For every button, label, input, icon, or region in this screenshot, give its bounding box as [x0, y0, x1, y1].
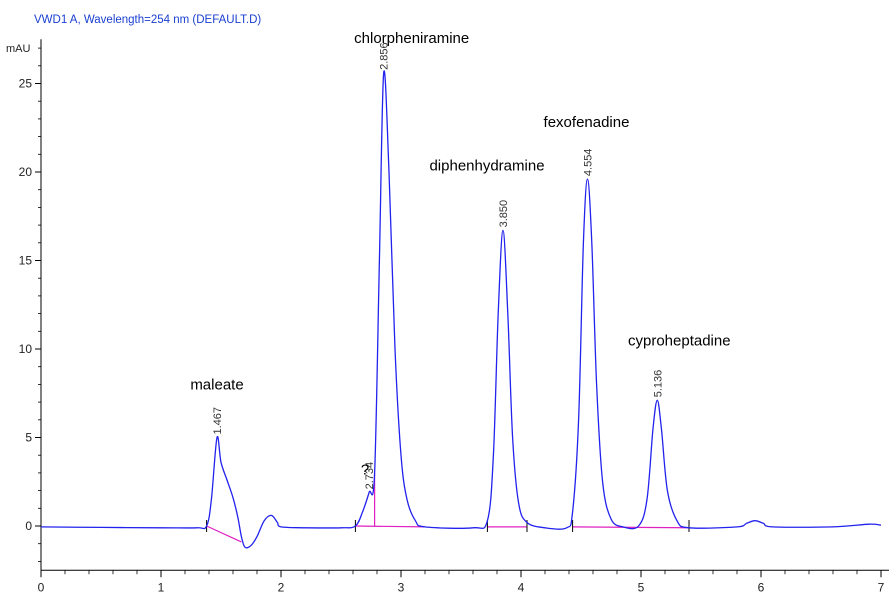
x-tick-label: 1 [158, 580, 165, 594]
peak-name-label: ? [361, 461, 369, 478]
peak-name-label: cyproheptadine [628, 332, 731, 349]
peak-rt-label: 4.554 [583, 149, 595, 177]
peak-name-label: maleate [190, 377, 243, 394]
x-tick-label: 6 [758, 580, 765, 594]
x-tick-label: 3 [398, 580, 405, 594]
y-tick-label: 0 [25, 519, 32, 533]
detector-title: VWD1 A, Wavelength=254 nm (DEFAULT.D) [34, 14, 261, 26]
x-tick-label: 2 [278, 580, 285, 594]
peak-rt-label: 2.856 [379, 42, 391, 70]
peak-name-label: chlorpheniramine [354, 30, 469, 47]
axes: 0 5 10 15 20 25 0 1 2 3 4 5 6 7 [19, 39, 889, 594]
y-tick-label: 15 [19, 254, 33, 268]
peak-rt-label: 3.850 [498, 200, 510, 228]
y-axis-unit: mAU [6, 43, 31, 55]
baseline-group [206, 472, 690, 543]
x-tick-label: 0 [38, 580, 45, 594]
x-tick-label: 5 [638, 580, 645, 594]
y-tick-label: 20 [19, 165, 33, 179]
peak-rt-label: 5.136 [652, 370, 664, 398]
peak-name-label: fexofenadine [544, 114, 630, 131]
peak-rt-label: 2.734 [364, 462, 376, 490]
signal-trace [40, 70, 882, 549]
integration-baseline [206, 525, 242, 543]
integration-baseline [355, 525, 426, 528]
peak-name-label: diphenhydramine [429, 157, 544, 174]
y-tick-label: 25 [19, 77, 33, 91]
integration-baseline [572, 526, 690, 529]
x-tick-label: 4 [518, 580, 525, 594]
peak-rt-label: 1.467 [212, 407, 224, 435]
x-tick-label: 7 [878, 580, 885, 594]
y-tick-label: 5 [25, 431, 32, 445]
y-tick-label: 10 [19, 342, 33, 356]
